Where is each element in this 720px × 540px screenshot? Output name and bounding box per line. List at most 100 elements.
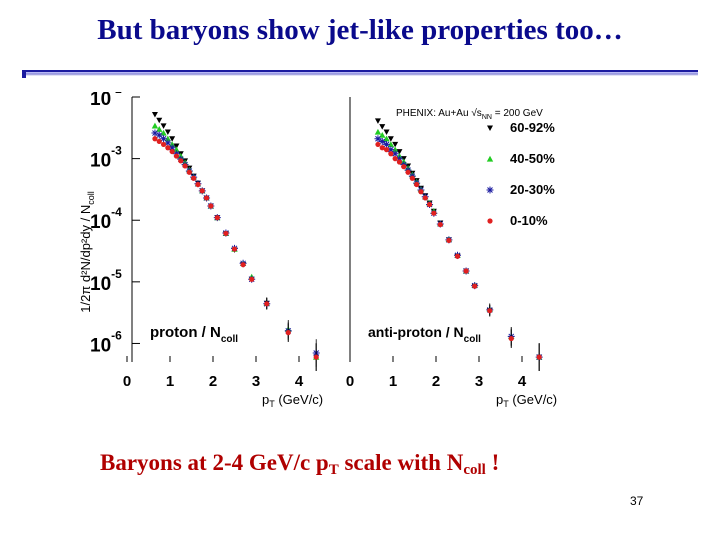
data-point <box>422 195 428 201</box>
x-tick-label: 4 <box>518 373 527 390</box>
data-point <box>472 283 478 289</box>
data-point <box>375 141 381 148</box>
title-underline <box>22 70 698 76</box>
x-axis-label-left: pT (GeV/c) <box>262 392 323 409</box>
panel-label-antiproton: anti-proton / Ncoll <box>368 324 481 345</box>
data-point <box>401 164 407 170</box>
data-point <box>374 118 381 124</box>
data-point <box>169 136 176 142</box>
data-point <box>165 145 171 151</box>
legend-marker <box>487 125 493 131</box>
data-point <box>151 122 159 129</box>
data-point <box>437 221 443 228</box>
data-point <box>418 189 424 195</box>
data-point <box>383 147 390 153</box>
spectra-chart: 1/2π d²N/dp²dy / Ncoll 10-2 10-3 10-4 10-5 1… <box>70 92 590 414</box>
data-point <box>446 237 452 244</box>
x-tick-label: 2 <box>209 373 217 390</box>
legend: PHENIX: Au+Au √sNN = 200 GeV 60-92% 40-50… <box>396 107 555 228</box>
x-tick-label: 0 <box>123 373 131 390</box>
slide-title: But baryons show jet-like properties too… <box>97 14 623 46</box>
data-point <box>396 159 403 165</box>
data-point <box>160 123 167 129</box>
x-axis-label-right: pT (GeV/c) <box>496 392 557 409</box>
data-point <box>156 126 163 132</box>
data-point <box>383 140 391 148</box>
data-point <box>164 135 172 142</box>
panel-label-proton: proton / Ncoll <box>150 324 238 345</box>
y-tick-label: 10-3 <box>90 144 122 172</box>
data-point <box>249 276 255 282</box>
x-tick-label: 1 <box>389 373 397 390</box>
data-point <box>374 135 382 143</box>
data-point <box>378 137 386 145</box>
data-point <box>152 136 158 142</box>
y-tick-label: 10-5 <box>90 267 122 295</box>
data-point <box>208 203 214 209</box>
panel-label-antiproton-sub: coll <box>464 334 481 345</box>
page-number: 37 <box>630 494 644 508</box>
data-point <box>391 146 399 153</box>
panel-label-proton-sub: coll <box>221 334 238 345</box>
data-point <box>169 148 175 155</box>
data-point <box>374 128 382 135</box>
data-point <box>285 330 291 336</box>
data-point <box>164 129 171 136</box>
data-point <box>231 246 238 252</box>
x-tick-label: 0 <box>346 373 354 390</box>
data-point <box>164 139 172 147</box>
y-tick-label: 10-2 <box>90 92 122 110</box>
data-point <box>387 136 394 142</box>
data-point <box>536 354 542 360</box>
data-point <box>160 141 167 148</box>
data-point <box>395 155 403 163</box>
data-point <box>264 301 270 307</box>
data-point <box>392 141 399 148</box>
title-underline-cap <box>22 70 26 78</box>
y-axis-label-sub: coll <box>86 191 96 205</box>
data-point <box>409 175 415 181</box>
data-point <box>203 195 210 201</box>
legend-header: PHENIX: Au+Au √sNN = 200 GeV <box>396 107 543 121</box>
data-point <box>178 158 184 164</box>
data-point <box>396 149 403 155</box>
data-point <box>379 124 386 130</box>
data-point <box>383 129 390 136</box>
legend-label: 0-10% <box>510 213 548 228</box>
data-point <box>454 253 461 259</box>
data-point <box>508 335 514 342</box>
data-point <box>379 131 386 138</box>
data-point <box>199 188 205 194</box>
x-tick-label: 4 <box>295 373 304 390</box>
data-point <box>240 262 246 268</box>
legend-label: 40-50% <box>510 151 555 166</box>
data-point <box>383 135 390 142</box>
legend-label: 60-92% <box>510 120 555 135</box>
data-point <box>195 181 201 188</box>
data-point <box>426 201 433 208</box>
data-point <box>379 145 385 151</box>
data-point <box>487 308 493 314</box>
x-tick-label: 3 <box>475 373 483 390</box>
data-point <box>151 129 159 137</box>
data-point <box>414 181 420 188</box>
data-point <box>155 131 163 139</box>
data-point <box>387 141 395 148</box>
legend-marker <box>487 218 493 224</box>
data-point <box>182 163 188 169</box>
data-point <box>160 135 168 143</box>
legend-marker <box>486 155 494 162</box>
data-point <box>156 117 163 124</box>
data-point <box>392 156 398 162</box>
data-point <box>173 153 180 159</box>
y-axis-label: 1/2π d²N/dp²dy / Ncoll <box>78 191 96 312</box>
data-point <box>173 146 180 153</box>
data-point <box>387 146 395 154</box>
data-point <box>168 144 176 152</box>
x-tick-label: 2 <box>432 373 440 390</box>
slide-caption: Baryons at 2-4 GeV/c pT scale with Ncoll… <box>100 450 500 478</box>
data-point <box>191 175 197 181</box>
legend-marker <box>486 186 494 194</box>
legend-label: 20-30% <box>510 182 555 197</box>
data-point <box>156 138 162 145</box>
